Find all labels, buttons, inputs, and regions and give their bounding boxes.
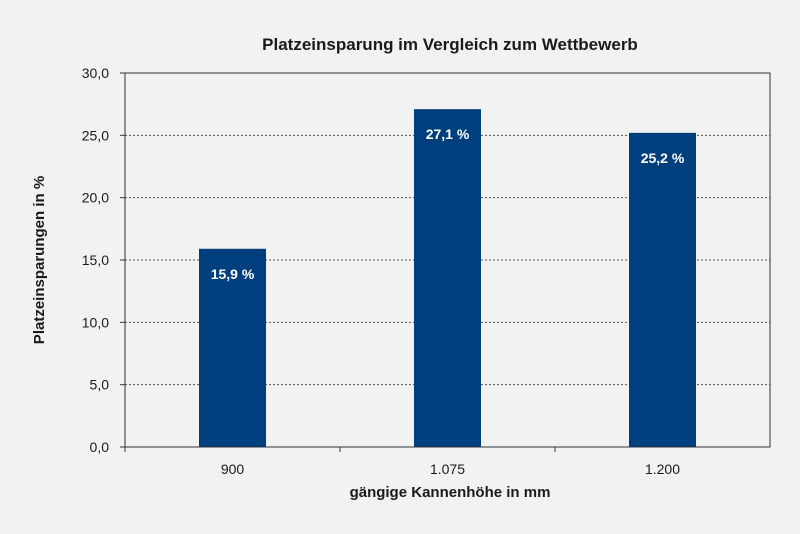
bar-900 — [199, 248, 266, 447]
plot-frame — [124, 72, 771, 448]
y-tick-label: 25,0 — [82, 127, 109, 143]
x-tick-label: 900 — [221, 461, 245, 477]
x-tick-label: 1.075 — [430, 461, 465, 477]
x-tick-labels: 900 1.075 1.200 — [124, 447, 680, 477]
bar-1.200 — [629, 132, 696, 447]
y-tick-label: 10,0 — [82, 314, 109, 330]
y-tick-label: 0,0 — [90, 439, 110, 455]
bar-value-label: 15,9 % — [211, 266, 255, 282]
x-axis-label: gängige Kannenhöhe in mm — [350, 484, 551, 501]
x-tick-label: 1.200 — [645, 461, 680, 477]
y-tick-label: 20,0 — [82, 190, 109, 206]
bars: 15,9 % 27,1 % 25,2 % — [199, 109, 696, 448]
y-axis-label: Platzeinsparungen in % — [31, 176, 48, 344]
y-tick-label: 15,0 — [82, 252, 109, 268]
bar-1.075 — [414, 109, 481, 448]
y-tick-label: 5,0 — [90, 377, 110, 393]
y-tick-labels: 0,0 5,0 10,0 15,0 20,0 25,0 30,0 — [82, 65, 125, 455]
chart-title: Platzeinsparung im Vergleich zum Wettbew… — [262, 35, 638, 54]
bar-value-label: 27,1 % — [426, 126, 470, 142]
bar-value-label: 25,2 % — [641, 150, 685, 166]
y-tick-label: 30,0 — [82, 65, 109, 81]
